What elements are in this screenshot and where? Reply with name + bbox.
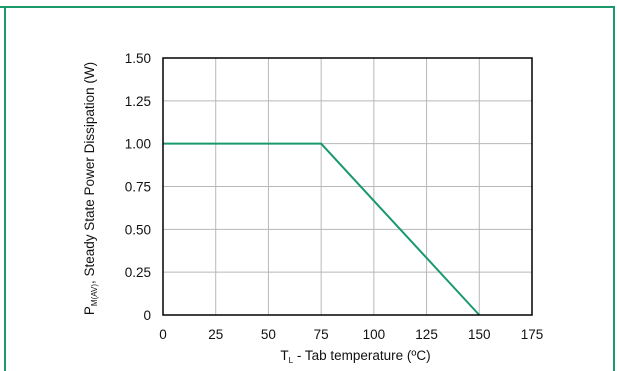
y-tick-label: 1.50 bbox=[125, 51, 151, 66]
x-axis-label: TL - Tab temperature (ºC) bbox=[280, 348, 430, 365]
x-tick-label: 125 bbox=[415, 327, 438, 342]
x-tick-label: 100 bbox=[363, 327, 386, 342]
y-tick-label: 0 bbox=[143, 308, 151, 323]
y-axis-label-main: P bbox=[82, 306, 97, 315]
y-axis-label: PM(AV), Steady State Power Dissipation (… bbox=[82, 62, 99, 315]
x-axis-label-main: T bbox=[280, 348, 288, 363]
x-tick-label: 150 bbox=[468, 327, 491, 342]
x-tick-label: 0 bbox=[159, 327, 167, 342]
y-tick-label: 1.00 bbox=[125, 137, 151, 152]
frame-border-left bbox=[4, 6, 6, 371]
y-tick-labels: 0 0.25 0.50 0.75 1.00 1.25 1.50 bbox=[125, 51, 151, 323]
y-tick-label: 0.50 bbox=[125, 222, 151, 237]
y-tick-label: 0.75 bbox=[125, 180, 151, 195]
series-line bbox=[163, 142, 481, 316]
y-tick-label: 1.25 bbox=[125, 94, 151, 109]
x-tick-labels: 0 25 50 75 100 125 150 175 bbox=[159, 327, 543, 342]
y-tick-label: 0.25 bbox=[125, 265, 151, 280]
y-axis-label-subscript: M(AV) bbox=[90, 284, 99, 306]
x-tick-label: 50 bbox=[261, 327, 276, 342]
plot-area-border bbox=[162, 57, 533, 316]
y-axis-label-rest: , Steady State Power Dissipation (W) bbox=[82, 62, 97, 284]
x-axis-label-subscript: L bbox=[289, 356, 294, 365]
grid bbox=[163, 58, 532, 315]
x-tick-label: 25 bbox=[208, 327, 223, 342]
x-axis-label-rest: - Tab temperature (ºC) bbox=[293, 348, 430, 363]
frame-border-top bbox=[0, 6, 615, 8]
x-tick-label: 75 bbox=[314, 327, 329, 342]
x-tick-label: 175 bbox=[521, 327, 544, 342]
frame-border-right bbox=[613, 6, 615, 371]
